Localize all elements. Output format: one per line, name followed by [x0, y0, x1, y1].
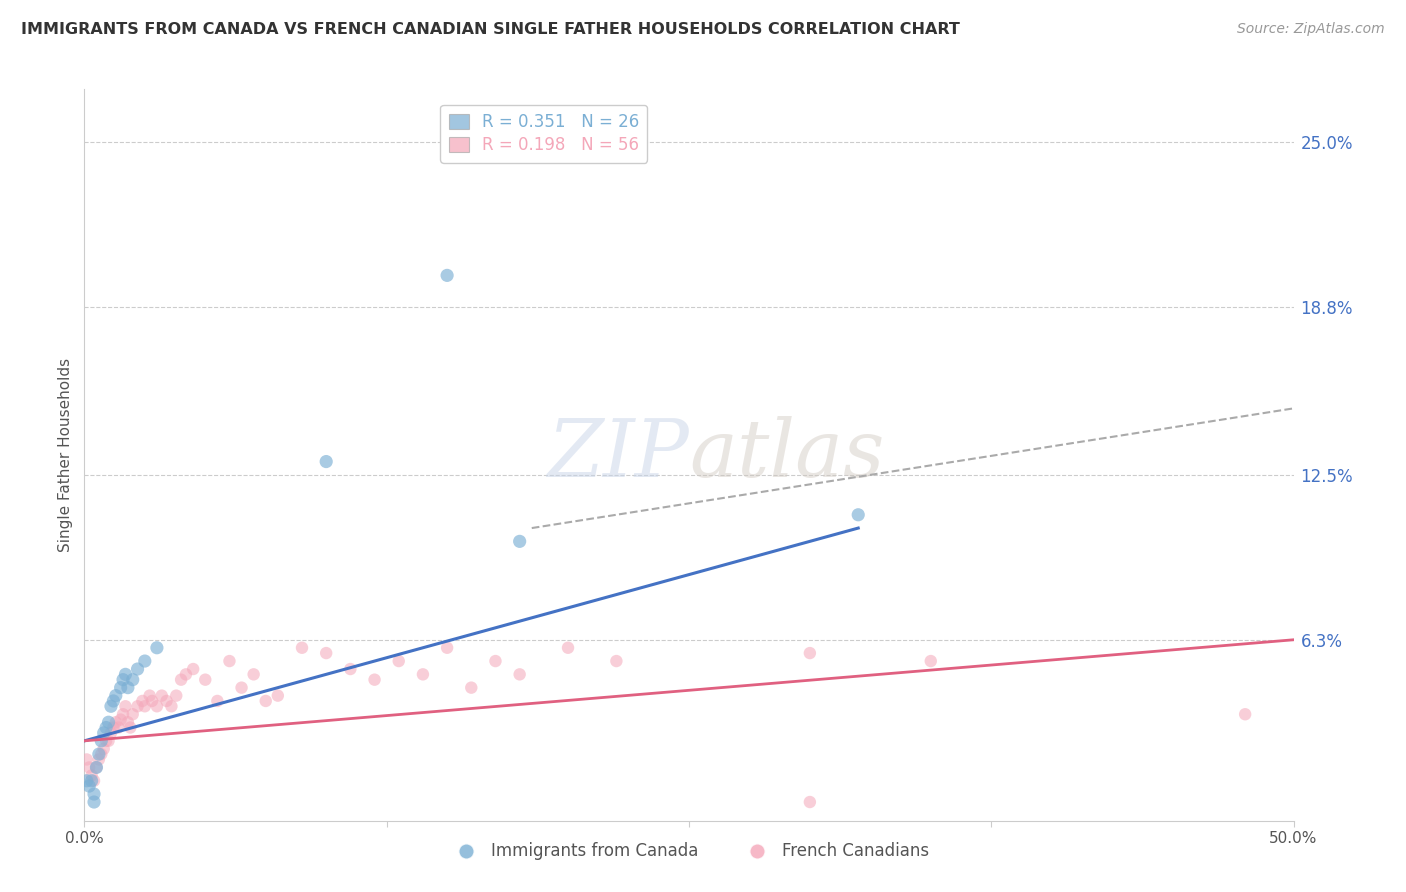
Point [460, 681, 482, 695]
Point [388, 654, 411, 668]
Point [1234, 707, 1257, 722]
Point [315, 454, 337, 468]
Y-axis label: Single Father Households: Single Father Households [58, 358, 73, 552]
Point [412, 667, 434, 681]
Point [87, 747, 110, 761]
Point [77, 760, 100, 774]
Point [90, 747, 112, 761]
Point [112, 707, 135, 722]
Point [87, 752, 110, 766]
Point [181, 662, 204, 676]
Point [134, 699, 156, 714]
Point [254, 694, 277, 708]
Point [117, 715, 139, 730]
Point [83, 795, 105, 809]
Point [799, 646, 821, 660]
Point [165, 689, 187, 703]
Point [242, 667, 264, 681]
Point [97, 734, 120, 748]
Point [920, 654, 942, 668]
Point [103, 721, 125, 735]
Point [155, 694, 177, 708]
Point [160, 699, 183, 714]
Point [112, 673, 135, 687]
Point [267, 689, 290, 703]
Point [76, 752, 98, 766]
Point [104, 715, 127, 730]
Point [121, 673, 143, 687]
Point [94, 734, 117, 748]
Point [93, 726, 115, 740]
Point [117, 681, 139, 695]
Point [799, 795, 821, 809]
Point [557, 640, 579, 655]
Point [110, 713, 132, 727]
Text: ZIP: ZIP [547, 417, 689, 493]
Point [150, 689, 173, 703]
Point [509, 667, 531, 681]
Point [80, 768, 103, 782]
Point [231, 681, 253, 695]
Point [363, 673, 385, 687]
Point [134, 654, 156, 668]
Point [110, 681, 132, 695]
Point [141, 694, 163, 708]
Point [86, 760, 108, 774]
Point [114, 699, 136, 714]
Legend: Immigrants from Canada, French Canadians: Immigrants from Canada, French Canadians [443, 836, 935, 867]
Point [83, 773, 105, 788]
Point [107, 721, 129, 735]
Point [90, 734, 112, 748]
Point [114, 667, 136, 681]
Point [174, 667, 197, 681]
Point [605, 654, 627, 668]
Text: atlas: atlas [689, 417, 884, 493]
Point [83, 787, 105, 801]
Point [103, 694, 125, 708]
Point [484, 654, 506, 668]
Point [86, 760, 108, 774]
Point [146, 640, 169, 655]
Point [93, 741, 115, 756]
Point [436, 268, 458, 283]
Point [846, 508, 869, 522]
Point [170, 673, 193, 687]
Point [100, 699, 122, 714]
Point [100, 726, 122, 740]
Point [436, 640, 458, 655]
Point [77, 779, 100, 793]
Point [291, 640, 314, 655]
Point [146, 699, 169, 714]
Point [97, 715, 120, 730]
Point [131, 694, 153, 708]
Point [120, 721, 142, 735]
Point [194, 673, 217, 687]
Point [315, 646, 337, 660]
Point [339, 662, 361, 676]
Point [80, 773, 103, 788]
Text: IMMIGRANTS FROM CANADA VS FRENCH CANADIAN SINGLE FATHER HOUSEHOLDS CORRELATION C: IMMIGRANTS FROM CANADA VS FRENCH CANADIA… [21, 22, 960, 37]
Text: Source: ZipAtlas.com: Source: ZipAtlas.com [1237, 22, 1385, 37]
Point [76, 773, 98, 788]
Point [218, 654, 240, 668]
Point [127, 662, 149, 676]
Point [127, 699, 149, 714]
Point [104, 689, 127, 703]
Point [94, 721, 117, 735]
Point [138, 689, 160, 703]
Point [207, 694, 229, 708]
Point [509, 534, 531, 549]
Point [121, 707, 143, 722]
